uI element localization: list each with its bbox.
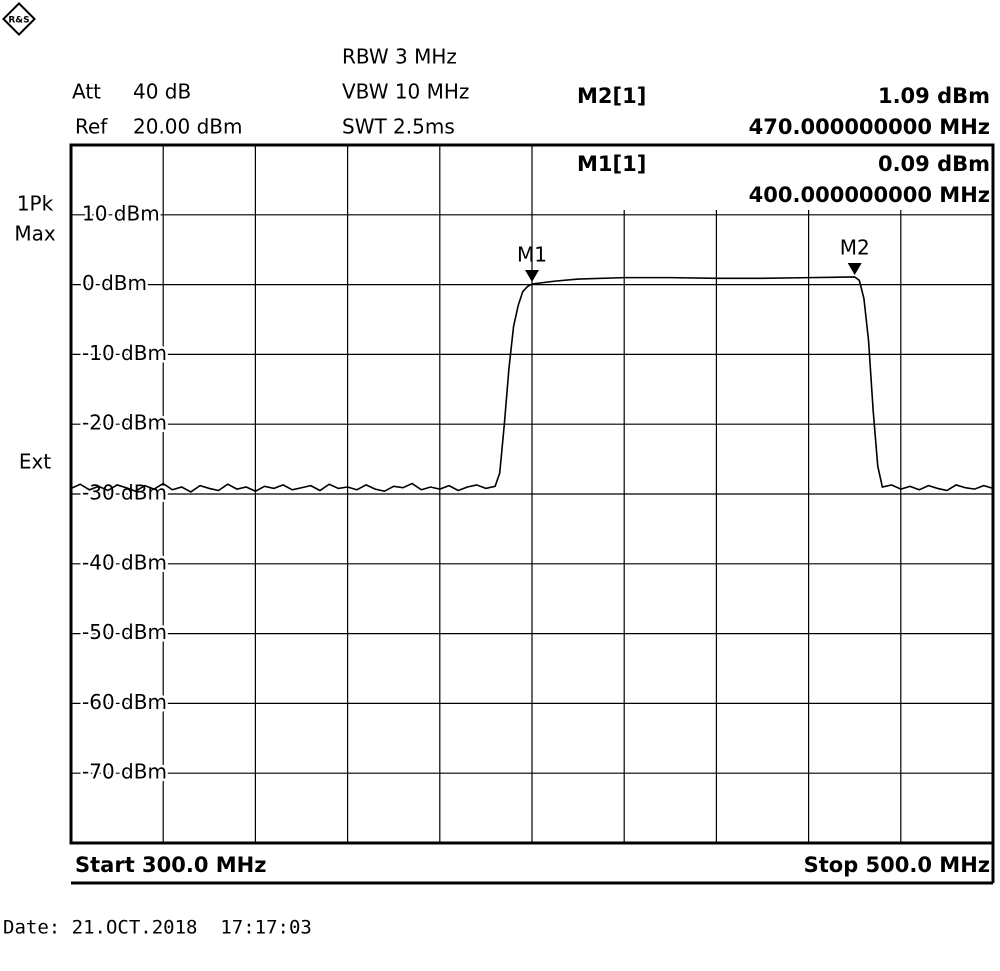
side-label: Ext [19, 450, 51, 474]
trace [70, 276, 994, 493]
marker-readout: M1[1] [577, 152, 646, 176]
marker-value: 0.09 dBm [878, 152, 990, 176]
marker-value: 1.09 dBm [878, 84, 990, 108]
ref-value: 20.00 dBm [133, 115, 243, 139]
y-tick-label: -40 dBm [82, 550, 167, 574]
marker-frequency: 470.000000000 MHz [749, 115, 990, 139]
side-label: 1Pk [17, 192, 54, 216]
att-label: Att [72, 80, 101, 104]
logo-text: R&S [8, 16, 29, 26]
y-tick-label: -10 dBm [82, 341, 167, 365]
plot-frame [69, 143, 995, 845]
side-label: Max [14, 222, 56, 246]
marker-label: M1 [517, 242, 547, 266]
logo: R&S [2, 2, 36, 36]
y-tick-label: 0 dBm [82, 271, 147, 295]
swt: SWT 2.5ms [342, 115, 455, 139]
marker-triangle [847, 262, 862, 275]
marker-triangle [525, 269, 539, 282]
y-tick-label: -70 dBm [82, 760, 167, 784]
marker-label: M2 [840, 235, 870, 259]
date: Date: 21.OCT.2018 17:17:03 [3, 917, 312, 939]
y-tick-label: -30 dBm [82, 481, 167, 505]
start-label: Start 300.0 MHz [75, 853, 266, 877]
y-tick-label: -20 dBm [82, 411, 167, 435]
y-tick-label: -60 dBm [82, 690, 167, 714]
att-value: 40 dB [133, 80, 191, 104]
y-tick-label: -50 dBm [82, 620, 167, 644]
rbw: RBW 3 MHz [342, 45, 457, 69]
y-tick-label: 10 dBm [82, 201, 160, 225]
vbw: VBW 10 MHz [342, 80, 469, 104]
stop-label: Stop 500.0 MHz [804, 853, 990, 877]
marker-frequency: 400.000000000 MHz [749, 183, 990, 207]
marker-readout: M2[1] [577, 84, 646, 108]
ref-label: Ref [75, 115, 108, 139]
readout-background [533, 146, 992, 210]
